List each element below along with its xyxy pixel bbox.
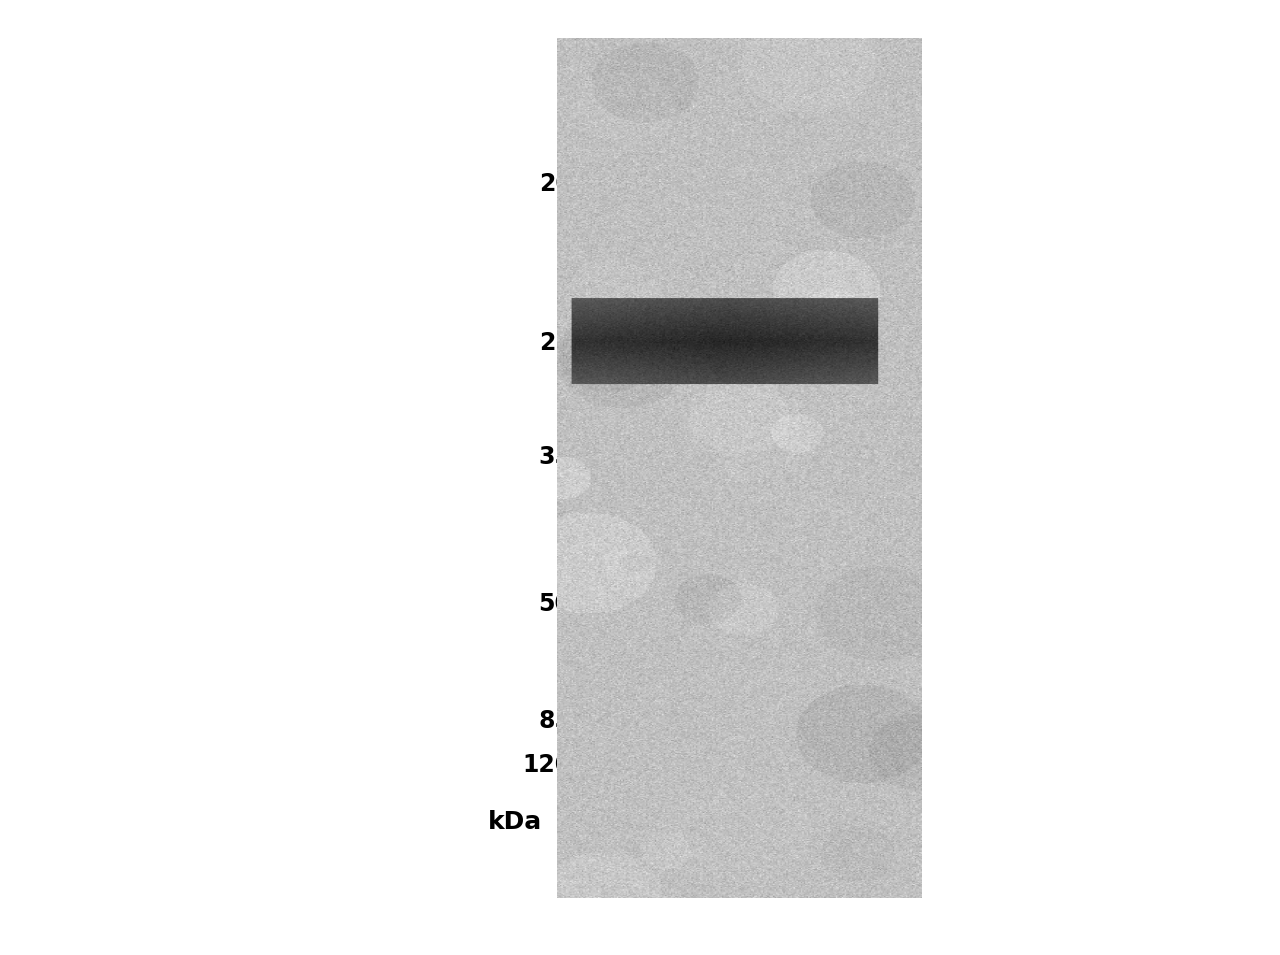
Text: 25: 25	[539, 330, 572, 354]
Text: 20: 20	[539, 173, 572, 197]
Text: 85: 85	[539, 710, 572, 733]
Text: 120: 120	[522, 753, 572, 777]
Text: 35: 35	[539, 444, 572, 469]
Text: 50: 50	[539, 591, 572, 616]
Text: www.elabscience.com: www.elabscience.com	[637, 200, 745, 209]
Text: kDa: kDa	[488, 810, 541, 834]
